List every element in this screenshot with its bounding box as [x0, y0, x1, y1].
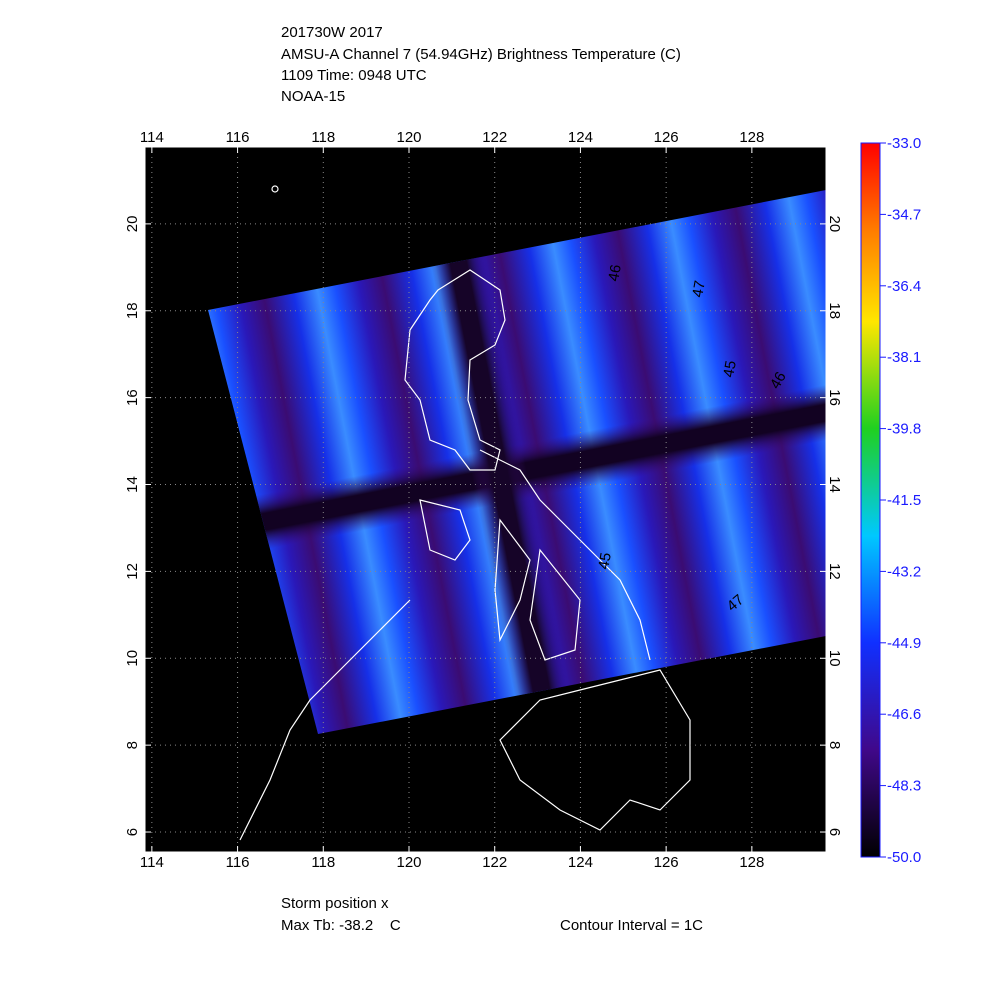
lon-tick-label: 122 [482, 129, 507, 146]
lon-tick-label: 118 [311, 129, 335, 146]
footer-contour: Contour Interval = 1C [560, 917, 703, 934]
contour-label: 45 [595, 551, 615, 570]
lat-tick-label: 20 [124, 216, 141, 233]
footer-max-tb: Max Tb: -38.2 C [281, 917, 401, 934]
colorbar-tick-label: -34.7 [887, 206, 921, 223]
lat-tick-label: 12 [826, 563, 843, 580]
colorbar-tick-label: -39.8 [887, 421, 921, 438]
lon-tick-label: 128 [739, 129, 764, 146]
lat-tick-label: 10 [124, 650, 141, 667]
lat-tick-label: 18 [826, 302, 843, 319]
lat-tick-label: 6 [124, 828, 141, 836]
lon-tick-label: 120 [396, 129, 421, 146]
header-line: NOAA-15 [281, 88, 345, 105]
contour-label: 46 [767, 369, 790, 392]
colorbar-tick-label: -33.0 [887, 135, 921, 152]
coastline [239, 185, 691, 841]
lon-tick-label: 122 [482, 854, 507, 871]
lon-tick-label: 114 [140, 854, 164, 871]
contour-label: 46 [605, 263, 625, 282]
header-line: 201730W 2017 [281, 24, 383, 41]
lon-tick-label: 114 [140, 129, 164, 146]
colorbar-tick-label: -36.4 [887, 278, 921, 295]
lat-tick-label: 8 [826, 741, 843, 749]
footer-storm: Storm position x [281, 895, 389, 912]
colorbar-tick-label: -43.2 [887, 563, 921, 580]
lon-tick-label: 116 [226, 129, 250, 146]
lat-tick-label: 16 [124, 389, 141, 406]
colorbar-tick-label: -44.9 [887, 635, 921, 652]
lat-tick-label: 6 [826, 828, 843, 836]
colorbar-tick-label: -48.3 [887, 778, 921, 795]
lon-tick-label: 128 [739, 854, 764, 871]
lon-tick-label: 126 [654, 129, 679, 146]
contour-label: 47 [689, 279, 709, 298]
lon-tick-label: 124 [568, 129, 593, 146]
colorbar-tick-label: -38.1 [887, 349, 921, 366]
lon-tick-label: 120 [396, 854, 421, 871]
contour-labels: 46 47 45 46 45 47 [595, 263, 790, 615]
lon-tick-label: 118 [311, 854, 335, 871]
colorbar-scale [860, 142, 881, 858]
lat-tick-label: 8 [124, 741, 141, 749]
lat-tick-label: 14 [826, 476, 843, 493]
contour-label: 45 [720, 359, 740, 378]
lat-tick-label: 20 [826, 216, 843, 233]
lat-tick-label: 14 [124, 476, 141, 493]
colorbar-tick-label: -46.6 [887, 706, 921, 723]
lat-tick-label: 10 [826, 650, 843, 667]
map-frame [144, 146, 827, 853]
colorbar-tick-label: -41.5 [887, 492, 921, 509]
lon-tick-label: 124 [568, 854, 593, 871]
header-line: AMSU-A Channel 7 (54.94GHz) Brightness T… [281, 46, 681, 63]
lon-tick-label: 126 [654, 854, 679, 871]
lon-tick-label: 116 [226, 854, 250, 871]
colorbar-tick-label: -50.0 [887, 849, 921, 866]
lat-tick-label: 12 [124, 563, 141, 580]
lat-tick-label: 16 [826, 389, 843, 406]
lat-tick-label: 18 [124, 302, 141, 319]
colorbar: -33.0 -34.7 -36.4 -38.1 -39.8 -41.5 -43.2 -44.9… [860, 135, 921, 866]
header-line: 1109 Time: 0948 UTC [281, 67, 427, 84]
